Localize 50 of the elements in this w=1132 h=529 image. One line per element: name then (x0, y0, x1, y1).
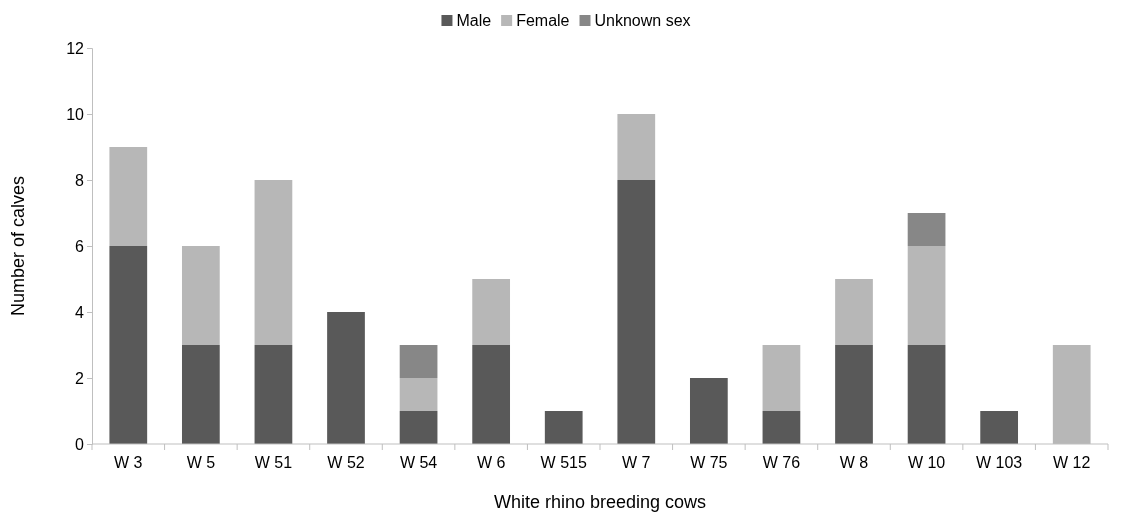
y-tick-label: 8 (75, 171, 85, 189)
x-tick-label: W 3 (114, 454, 143, 471)
bar (181, 246, 220, 345)
y-tick-label: 2 (75, 369, 85, 387)
legend-label: Female (516, 12, 570, 29)
y-axis-title: Number of calves (8, 175, 28, 317)
bar (907, 213, 946, 246)
y-tick-label: 6 (75, 237, 85, 255)
y-tick-label: 10 (66, 105, 85, 123)
x-tick-label: W 51 (254, 454, 293, 471)
bar (327, 312, 365, 444)
bar (109, 246, 148, 444)
bar (907, 246, 946, 345)
bar (254, 345, 293, 444)
x-tick-label: W 10 (907, 454, 946, 471)
bar (181, 345, 220, 444)
bar (472, 345, 511, 444)
y-tick-label: 12 (66, 39, 85, 57)
bar (835, 279, 873, 345)
bar (617, 114, 656, 180)
bar (980, 411, 1019, 444)
bar (689, 378, 728, 444)
bar (762, 411, 801, 444)
legend-label: Male (456, 12, 492, 29)
x-tick-label: W 54 (399, 454, 438, 471)
x-tick-label: W 103 (976, 454, 1023, 471)
x-tick-label: W 7 (622, 454, 651, 471)
bar (399, 345, 438, 378)
x-tick-label: W 75 (690, 454, 728, 471)
x-tick-label: W 52 (327, 454, 365, 471)
x-tick-label: W 12 (1053, 454, 1091, 471)
bar (254, 180, 293, 345)
x-axis-title: White rhino breeding cows (493, 492, 707, 512)
bar (544, 411, 583, 444)
bar (617, 180, 656, 444)
bar (907, 345, 946, 444)
x-tick-label: W 515 (540, 454, 587, 471)
bar (835, 345, 873, 444)
bar (109, 147, 148, 246)
x-tick-label: W 5 (186, 454, 216, 471)
y-tick-label: 0 (75, 435, 85, 453)
x-tick-label: W 6 (476, 454, 506, 471)
bar (472, 279, 511, 345)
bar (762, 345, 801, 411)
bar (399, 378, 438, 411)
x-tick-label: W 8 (839, 454, 869, 471)
x-tick-label: W 76 (762, 454, 801, 471)
y-tick-label: 4 (75, 303, 85, 321)
bar (399, 411, 438, 444)
legend-label: Unknown sex (594, 12, 691, 29)
